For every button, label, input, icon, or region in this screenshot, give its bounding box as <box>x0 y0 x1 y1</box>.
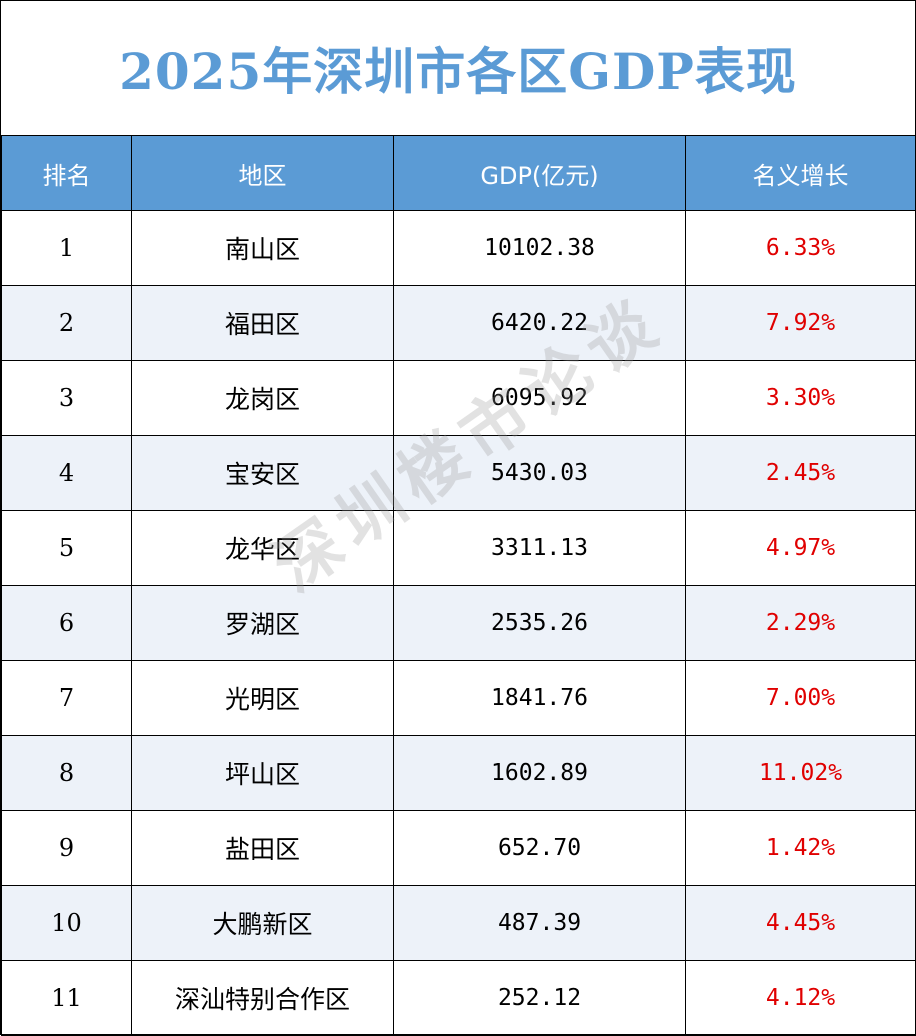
rank-cell: 11 <box>1 960 132 1036</box>
gdp-cell: 1602.89 <box>393 735 686 811</box>
growth-cell: 1.42% <box>685 810 916 886</box>
gdp-cell: 10102.38 <box>393 210 686 286</box>
gdp-cell: 252.12 <box>393 960 686 1036</box>
rank-cell: 2 <box>1 285 132 361</box>
table-row: 2 福田区 6420.22 7.92% <box>1 285 916 361</box>
district-cell: 大鹏新区 <box>131 885 394 961</box>
district-cell: 南山区 <box>131 210 394 286</box>
growth-cell: 7.92% <box>685 285 916 361</box>
rank-cell: 7 <box>1 660 132 736</box>
district-cell: 深汕特别合作区 <box>131 960 394 1036</box>
rank-cell: 9 <box>1 810 132 886</box>
gdp-cell: 6095.92 <box>393 360 686 436</box>
table-row: 7 光明区 1841.76 7.00% <box>1 660 916 736</box>
rank-cell: 5 <box>1 510 132 586</box>
table-row: 3 龙岗区 6095.92 3.30% <box>1 360 916 436</box>
rank-cell: 3 <box>1 360 132 436</box>
district-cell: 宝安区 <box>131 435 394 511</box>
growth-cell: 2.45% <box>685 435 916 511</box>
header-row: 排名 地区 GDP(亿元) 名义增长 <box>1 135 916 211</box>
rank-cell: 1 <box>1 210 132 286</box>
gdp-cell: 2535.26 <box>393 585 686 661</box>
table-row: 4 宝安区 5430.03 2.45% <box>1 435 916 511</box>
district-cell: 光明区 <box>131 660 394 736</box>
growth-cell: 2.29% <box>685 585 916 661</box>
header-rank: 排名 <box>1 135 132 211</box>
table-row: 8 坪山区 1602.89 11.02% <box>1 735 916 811</box>
gdp-cell: 652.70 <box>393 810 686 886</box>
page-title: 2025年深圳市各区GDP表现 <box>119 42 797 101</box>
district-cell: 福田区 <box>131 285 394 361</box>
header-district: 地区 <box>131 135 394 211</box>
gdp-table: 排名 地区 GDP(亿元) 名义增长 1 南山区 10102.38 6.33% … <box>1 135 916 1036</box>
rank-cell: 10 <box>1 885 132 961</box>
gdp-cell: 1841.76 <box>393 660 686 736</box>
district-cell: 坪山区 <box>131 735 394 811</box>
gdp-cell: 6420.22 <box>393 285 686 361</box>
growth-cell: 4.12% <box>685 960 916 1036</box>
table-row: 5 龙华区 3311.13 4.97% <box>1 510 916 586</box>
table-row: 1 南山区 10102.38 6.33% <box>1 210 916 286</box>
table-row: 9 盐田区 652.70 1.42% <box>1 810 916 886</box>
growth-cell: 6.33% <box>685 210 916 286</box>
rank-cell: 4 <box>1 435 132 511</box>
growth-cell: 4.45% <box>685 885 916 961</box>
district-cell: 盐田区 <box>131 810 394 886</box>
growth-cell: 4.97% <box>685 510 916 586</box>
district-cell: 龙岗区 <box>131 360 394 436</box>
header-growth: 名义增长 <box>685 135 916 211</box>
growth-cell: 3.30% <box>685 360 916 436</box>
gdp-cell: 487.39 <box>393 885 686 961</box>
header-gdp: GDP(亿元) <box>393 135 686 211</box>
gdp-cell: 3311.13 <box>393 510 686 586</box>
rank-cell: 8 <box>1 735 132 811</box>
table-row: 6 罗湖区 2535.26 2.29% <box>1 585 916 661</box>
gdp-cell: 5430.03 <box>393 435 686 511</box>
district-cell: 龙华区 <box>131 510 394 586</box>
rank-cell: 6 <box>1 585 132 661</box>
growth-cell: 11.02% <box>685 735 916 811</box>
growth-cell: 7.00% <box>685 660 916 736</box>
table-row: 10 大鹏新区 487.39 4.45% <box>1 885 916 961</box>
district-cell: 罗湖区 <box>131 585 394 661</box>
table-row: 11 深汕特别合作区 252.12 4.12% <box>1 960 916 1036</box>
